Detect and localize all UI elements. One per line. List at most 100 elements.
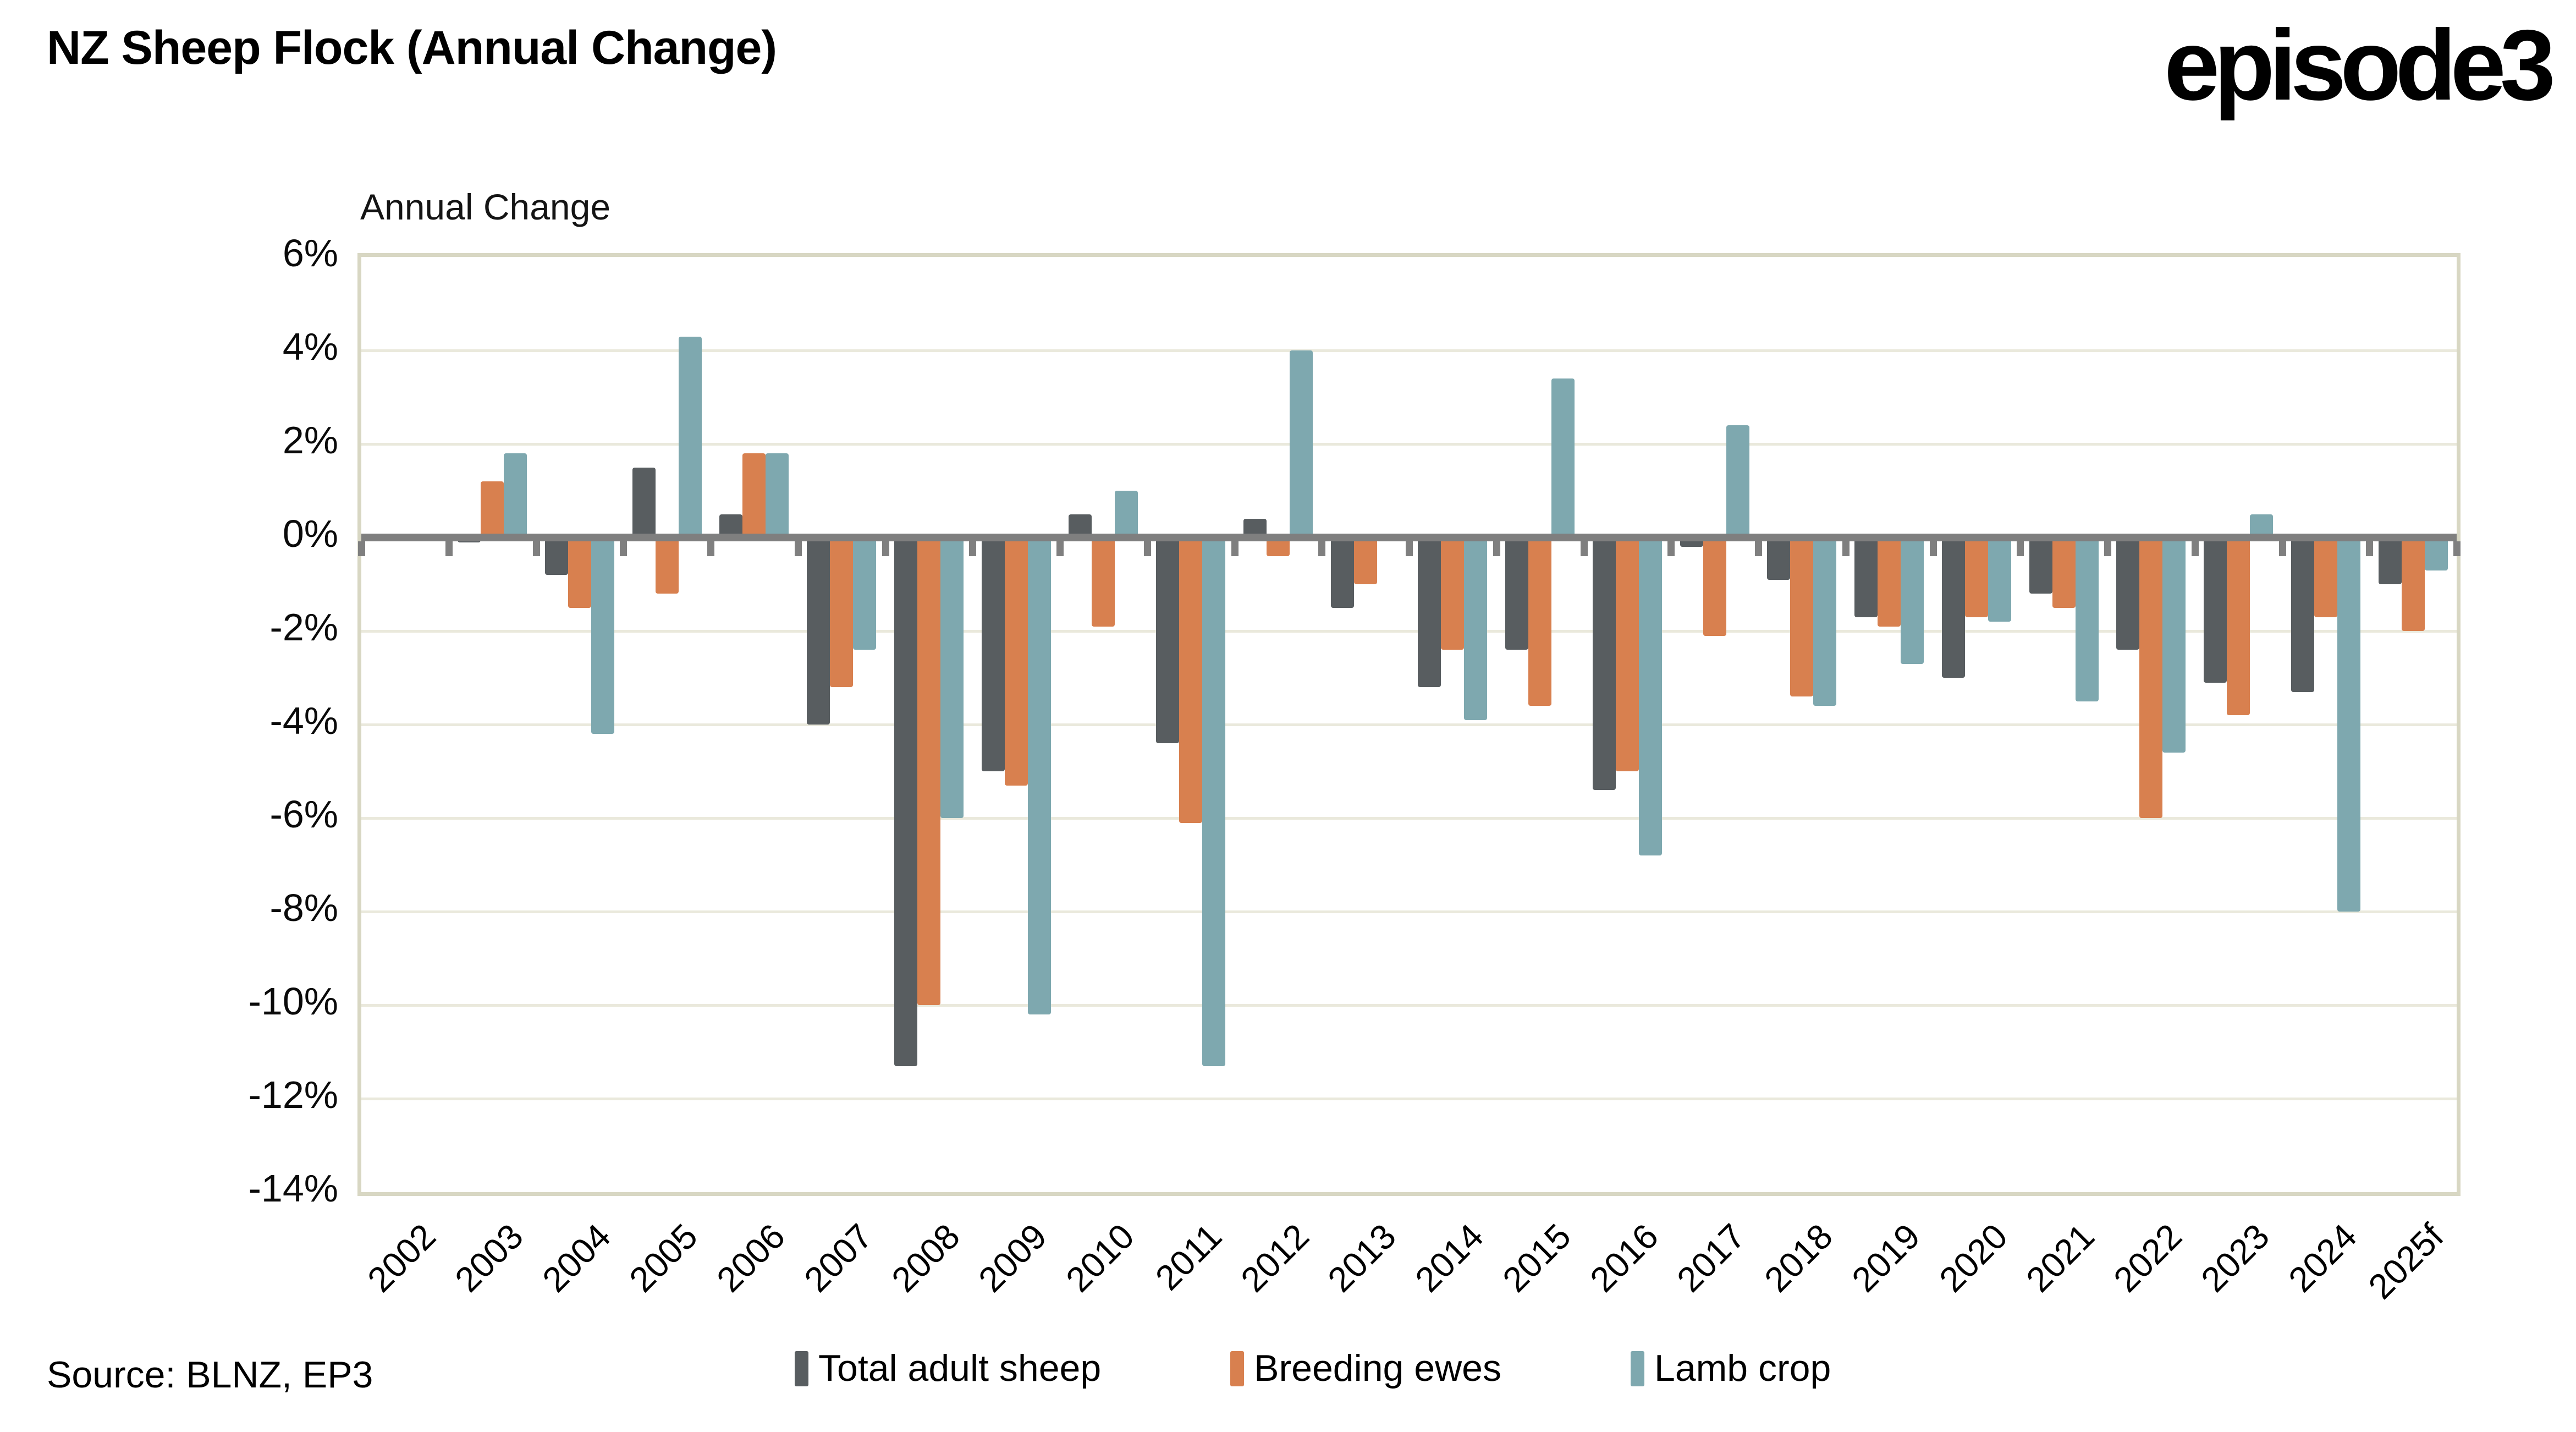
x-tick-label-2019: 2019 bbox=[1844, 1216, 1928, 1300]
y-tick-label: -4% bbox=[269, 699, 338, 742]
bar-2025f-lamb-crop bbox=[2424, 537, 2448, 570]
bar-2022-breeding-ewes bbox=[2139, 537, 2163, 818]
source-note: Source: BLNZ, EP3 bbox=[47, 1354, 373, 1396]
axis-tick bbox=[2017, 541, 2024, 556]
bar-2019-total-adult-sheep bbox=[1854, 537, 1878, 617]
legend-item-breeding-ewes: Breeding ewes bbox=[1230, 1347, 1501, 1390]
bar-2014-breeding-ewes bbox=[1441, 537, 1465, 650]
legend-item-lamb-crop: Lamb crop bbox=[1631, 1347, 1831, 1390]
bar-2020-breeding-ewes bbox=[1964, 537, 1988, 617]
x-tick-label-2013: 2013 bbox=[1320, 1216, 1404, 1300]
axis-tick bbox=[2191, 541, 2199, 556]
episode3-logo: episode3 bbox=[2164, 9, 2556, 121]
y-tick-label: 6% bbox=[282, 232, 338, 275]
axis-tick bbox=[707, 541, 714, 556]
bar-2024-total-adult-sheep bbox=[2291, 537, 2314, 692]
axis-tick bbox=[1056, 541, 1064, 556]
y-tick-label: -8% bbox=[269, 886, 338, 929]
gridline--12pct bbox=[361, 1098, 2457, 1100]
y-tick-label: 2% bbox=[282, 419, 338, 462]
bar-2022-total-adult-sheep bbox=[2116, 537, 2140, 650]
bar-2009-lamb-crop bbox=[1027, 537, 1051, 1014]
gridline--4pct bbox=[361, 723, 2457, 726]
axis-tick bbox=[882, 541, 889, 556]
axis-tick bbox=[620, 541, 628, 556]
x-tick-label-2008: 2008 bbox=[883, 1216, 967, 1300]
axis-tick bbox=[1667, 541, 1675, 556]
x-tick-label-2005: 2005 bbox=[621, 1216, 706, 1300]
page-title: NZ Sheep Flock (Annual Change) bbox=[47, 21, 777, 74]
bar-2021-lamb-crop bbox=[2075, 537, 2099, 701]
y-tick-label: -6% bbox=[269, 793, 338, 836]
x-tick-label-2017: 2017 bbox=[1669, 1216, 1753, 1300]
y-tick-label: -2% bbox=[269, 606, 338, 649]
x-tick-label-2022: 2022 bbox=[2106, 1216, 2189, 1300]
bar-2018-total-adult-sheep bbox=[1767, 537, 1791, 580]
bar-2021-breeding-ewes bbox=[2052, 537, 2076, 608]
bar-2016-total-adult-sheep bbox=[1592, 537, 1616, 790]
bar-2015-lamb-crop bbox=[1551, 378, 1575, 537]
bar-2008-total-adult-sheep bbox=[894, 537, 917, 1066]
bar-2004-total-adult-sheep bbox=[544, 537, 568, 575]
legend-swatch bbox=[1230, 1351, 1245, 1386]
bar-2013-breeding-ewes bbox=[1353, 537, 1377, 584]
bar-2019-lamb-crop bbox=[1901, 537, 1924, 664]
chart-subtitle: Annual Change bbox=[360, 186, 611, 227]
x-tick-label-2012: 2012 bbox=[1232, 1216, 1317, 1300]
x-tick-label-2003: 2003 bbox=[447, 1216, 531, 1300]
axis-tick bbox=[1406, 541, 1413, 556]
bar-2007-lamb-crop bbox=[853, 537, 877, 650]
bar-2005-breeding-ewes bbox=[655, 537, 679, 594]
axis-tick bbox=[1929, 541, 1937, 556]
bar-2011-breeding-ewes bbox=[1179, 537, 1203, 823]
bar-2024-breeding-ewes bbox=[2314, 537, 2337, 617]
bar-2007-breeding-ewes bbox=[830, 537, 854, 687]
x-tick-label-2004: 2004 bbox=[534, 1216, 618, 1300]
bar-2016-lamb-crop bbox=[1638, 537, 1662, 855]
bar-2015-breeding-ewes bbox=[1528, 537, 1552, 706]
bar-2025f-breeding-ewes bbox=[2401, 537, 2425, 631]
legend-swatch bbox=[1631, 1351, 1644, 1386]
axis-tick bbox=[1318, 541, 1326, 556]
legend-swatch bbox=[795, 1351, 808, 1386]
axis-tick bbox=[1143, 541, 1151, 556]
bar-2022-lamb-crop bbox=[2162, 537, 2186, 753]
x-tick-label-2024: 2024 bbox=[2280, 1216, 2364, 1300]
axis-tick bbox=[358, 541, 365, 556]
legend-label: Lamb crop bbox=[1654, 1347, 1831, 1389]
bar-2004-lamb-crop bbox=[591, 537, 614, 734]
x-axis-zero-line bbox=[361, 534, 2457, 541]
axis-tick bbox=[2104, 541, 2111, 556]
y-axis-labels: 6% 4% 2% 0% -2% -4% -6% -8% -10% -12% -14% bbox=[0, 232, 338, 1210]
bar-2023-total-adult-sheep bbox=[2204, 537, 2227, 683]
bar-2020-total-adult-sheep bbox=[1941, 537, 1965, 678]
bar-2004-breeding-ewes bbox=[568, 537, 591, 608]
gridline-4pct bbox=[361, 349, 2457, 352]
axis-tick bbox=[445, 541, 453, 556]
legend-label: Breeding ewes bbox=[1254, 1347, 1501, 1389]
axis-tick bbox=[2453, 541, 2461, 556]
bar-2018-breeding-ewes bbox=[1790, 537, 1814, 696]
legend: Total adult sheep Breeding ewes Lamb crop bbox=[795, 1347, 1831, 1390]
gridline--2pct bbox=[361, 630, 2457, 633]
x-tick-label-2007: 2007 bbox=[796, 1216, 880, 1300]
legend-item-total-adult-sheep: Total adult sheep bbox=[795, 1347, 1101, 1390]
bar-2019-breeding-ewes bbox=[1878, 537, 1901, 627]
x-tick-label-2006: 2006 bbox=[709, 1216, 792, 1300]
bar-2010-total-adult-sheep bbox=[1069, 514, 1092, 537]
y-tick-label: -12% bbox=[248, 1073, 338, 1116]
x-tick-label-2020: 2020 bbox=[1931, 1216, 2015, 1300]
axis-tick bbox=[2278, 541, 2286, 556]
y-tick-label: 4% bbox=[282, 325, 338, 368]
bar-2008-lamb-crop bbox=[940, 537, 964, 818]
bar-2003-lamb-crop bbox=[504, 453, 527, 537]
bar-2011-total-adult-sheep bbox=[1156, 537, 1180, 743]
bar-2021-total-adult-sheep bbox=[2029, 537, 2052, 594]
bar-2006-lamb-crop bbox=[766, 453, 789, 537]
x-tick-label-2018: 2018 bbox=[1757, 1216, 1840, 1300]
x-tick-label-2021: 2021 bbox=[2018, 1216, 2102, 1300]
bar-2005-total-adult-sheep bbox=[632, 467, 656, 537]
gridline--8pct bbox=[361, 910, 2457, 913]
bar-2020-lamb-crop bbox=[1988, 537, 2011, 622]
